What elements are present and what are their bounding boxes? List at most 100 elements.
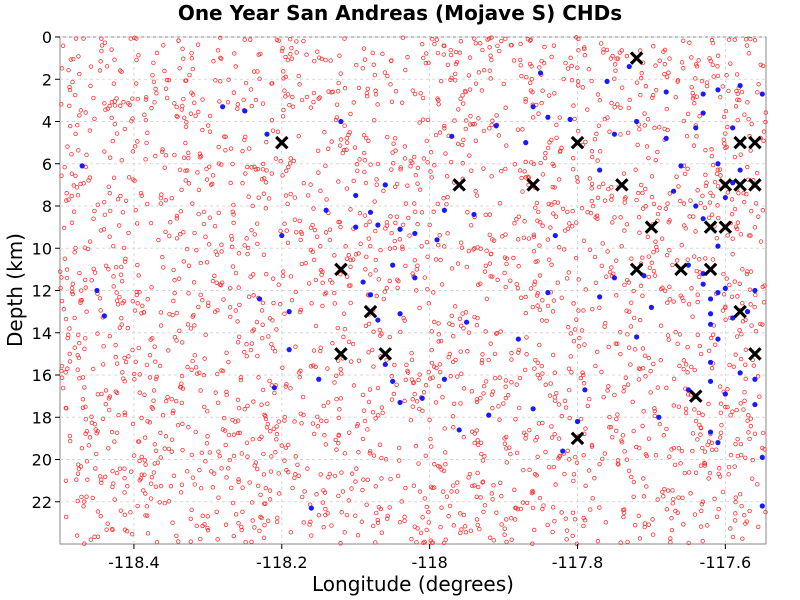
- background-event-point: [444, 174, 450, 179]
- blue-event-point: [730, 180, 736, 186]
- background-event-point: [226, 466, 231, 471]
- background-event-point: [107, 333, 112, 339]
- background-event-point: [334, 447, 339, 452]
- background-event-point: [686, 302, 692, 307]
- background-event-point: [626, 345, 632, 350]
- background-event-point: [313, 364, 318, 370]
- background-event-point: [565, 448, 570, 454]
- background-event-point: [714, 171, 720, 176]
- background-event-point: [460, 142, 465, 148]
- background-event-point: [415, 222, 420, 227]
- background-event-point: [473, 41, 478, 46]
- chd-marker: [570, 431, 585, 446]
- background-event-point: [259, 402, 264, 407]
- background-event-point: [514, 382, 519, 387]
- background-event-point: [154, 539, 160, 545]
- background-event-point: [417, 406, 422, 412]
- background-event-point: [614, 428, 619, 434]
- background-event-point: [612, 62, 618, 67]
- background-event-point: [152, 100, 157, 105]
- background-event-point: [123, 256, 128, 262]
- background-event-point: [753, 292, 758, 298]
- background-event-point: [458, 323, 464, 329]
- background-event-point: [552, 518, 557, 524]
- background-event-point: [215, 48, 221, 53]
- background-event-point: [651, 268, 657, 274]
- background-event-point: [714, 514, 720, 519]
- blue-event-point: [471, 211, 477, 218]
- background-event-point: [680, 495, 685, 501]
- background-event-point: [402, 318, 407, 323]
- background-event-point: [574, 175, 580, 180]
- background-event-point: [218, 55, 223, 61]
- chd-marker: [718, 220, 733, 234]
- background-event-point: [561, 76, 566, 82]
- background-event-point: [275, 129, 281, 135]
- background-event-point: [665, 488, 671, 493]
- background-event-point: [300, 394, 306, 400]
- background-event-point: [683, 410, 689, 416]
- background-event-point: [745, 164, 750, 170]
- background-event-point: [191, 312, 196, 318]
- background-event-point: [732, 37, 737, 42]
- background-event-point: [379, 455, 384, 461]
- background-event-point: [552, 432, 557, 437]
- background-event-point: [397, 237, 403, 242]
- background-event-point: [495, 43, 500, 48]
- background-event-point: [221, 415, 227, 421]
- background-event-point: [691, 94, 696, 99]
- background-event-point: [106, 446, 111, 451]
- background-event-point: [63, 370, 68, 375]
- background-event-point: [509, 380, 514, 385]
- background-event-point: [692, 512, 698, 517]
- background-event-point: [546, 464, 552, 470]
- background-event-point: [360, 392, 366, 398]
- background-event-point: [467, 153, 472, 158]
- background-event-point: [98, 308, 103, 313]
- background-event-point: [607, 425, 612, 430]
- background-event-point: [263, 485, 269, 491]
- background-event-point: [207, 164, 212, 169]
- background-event-point: [621, 389, 626, 394]
- background-event-point: [430, 485, 435, 491]
- background-event-point: [298, 307, 304, 313]
- background-event-point: [499, 522, 504, 527]
- background-event-point: [75, 192, 81, 198]
- background-event-point: [592, 254, 598, 260]
- chd-marker: [689, 389, 703, 403]
- background-event-point: [458, 401, 463, 406]
- background-event-point: [437, 233, 442, 238]
- background-event-point: [280, 173, 285, 178]
- background-event-point: [244, 353, 249, 359]
- background-event-point: [293, 454, 298, 459]
- background-event-point: [321, 488, 326, 493]
- background-event-point: [681, 522, 686, 527]
- background-event-point: [64, 198, 69, 203]
- blue-event-point: [412, 230, 418, 237]
- background-event-point: [392, 238, 397, 244]
- background-event-point: [606, 384, 611, 389]
- background-event-point: [119, 158, 124, 163]
- background-event-point: [354, 162, 360, 167]
- background-event-point: [102, 40, 108, 45]
- background-event-point: [587, 247, 593, 252]
- background-event-point: [724, 276, 729, 281]
- background-event-point: [695, 292, 700, 297]
- background-event-point: [441, 196, 446, 201]
- background-event-point: [552, 370, 558, 375]
- background-event-point: [761, 138, 766, 144]
- blue-event-point: [486, 412, 492, 418]
- background-event-point: [388, 476, 393, 482]
- background-event-point: [375, 520, 381, 526]
- background-event-point: [489, 174, 494, 179]
- background-event-point: [267, 316, 273, 321]
- background-event-point: [269, 118, 275, 123]
- background-event-point: [546, 257, 552, 262]
- background-event-point: [290, 94, 295, 100]
- background-event-point: [468, 223, 474, 228]
- background-event-point: [679, 242, 684, 248]
- background-event-point: [491, 538, 496, 543]
- background-event-point: [265, 518, 271, 524]
- background-event-point: [554, 135, 559, 141]
